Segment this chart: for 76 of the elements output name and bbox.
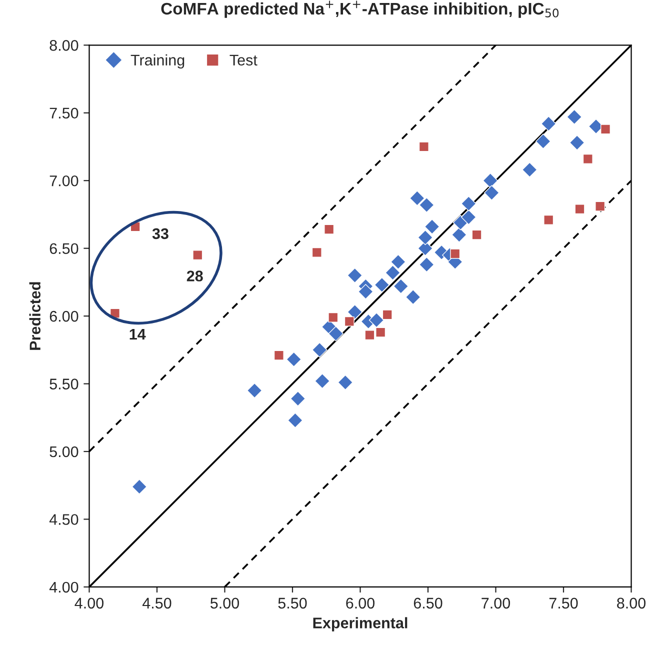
y-tick-label: 7.00: [50, 175, 78, 186]
point: [312, 247, 322, 258]
point: [461, 196, 476, 212]
annotation: 33: [152, 228, 168, 240]
x-tick-label: 4.50: [142, 598, 172, 609]
point: [418, 230, 433, 246]
point: [314, 373, 330, 389]
point: [312, 342, 328, 358]
point: [288, 412, 303, 428]
point: [600, 124, 611, 134]
point: [482, 172, 498, 188]
point: [368, 312, 384, 328]
point: [286, 352, 302, 368]
x-tick-label: 6.00: [346, 598, 375, 609]
point: [419, 256, 434, 272]
x-tick-label: 8.00: [617, 598, 646, 609]
chart-title: CoMFA predicted Na$^{+}$,K$^{+}$-ATPase inhibition, pIC$_{50}$: [161, 0, 559, 18]
point: [410, 190, 425, 206]
point: [347, 304, 362, 320]
point: [324, 224, 334, 234]
point: [540, 116, 556, 132]
point: [374, 277, 390, 293]
y-tick-label: 4.50: [49, 514, 78, 525]
point: [393, 278, 409, 294]
x-tick-label: 5.00: [210, 598, 240, 609]
point: [574, 204, 585, 214]
point: [419, 197, 434, 213]
point: [472, 230, 482, 240]
y-tick-label: 6.50: [50, 243, 78, 254]
point: [382, 310, 392, 320]
point: [595, 201, 606, 212]
point: [582, 154, 593, 164]
y-tick-label: 8.00: [50, 40, 78, 51]
point: [536, 134, 551, 149]
x-tick-label: 6.50: [414, 598, 442, 609]
point: [132, 479, 148, 494]
point: [274, 350, 284, 360]
point: [344, 316, 354, 326]
point: [328, 326, 344, 342]
y-tick-label: 6.00: [50, 310, 78, 322]
x-axis-title: Experimental: [313, 617, 408, 632]
point: [461, 210, 476, 225]
point: [424, 219, 440, 234]
point: [452, 227, 467, 242]
point: [544, 214, 554, 225]
annotation: 28: [186, 270, 203, 282]
point: [522, 162, 538, 178]
y-tick-label: 4.00: [49, 582, 78, 593]
point: [364, 330, 375, 340]
point: [246, 382, 262, 398]
legend-label: Training: [130, 54, 184, 69]
x-tick-label: 5.50: [278, 598, 307, 609]
point: [418, 142, 429, 152]
point: [358, 284, 374, 300]
point: [385, 265, 400, 280]
point: [192, 250, 203, 260]
point: [569, 135, 585, 150]
point: [450, 248, 460, 259]
x-tick-label: 7.50: [549, 598, 578, 609]
annotation: 14: [130, 329, 146, 340]
y-tick-label: 5.00: [50, 446, 78, 458]
y-tick-label: 5.50: [50, 378, 78, 390]
point: [390, 254, 406, 270]
point: [484, 185, 500, 200]
point: [566, 109, 582, 125]
point: [290, 391, 306, 406]
y-axis-title: Predicted: [29, 282, 41, 350]
legend-label: Test: [230, 54, 258, 66]
x-tick-label: 7.00: [482, 598, 510, 609]
point: [347, 268, 362, 284]
point: [328, 312, 338, 322]
x-tick-label: 4.00: [74, 598, 104, 609]
point: [338, 374, 353, 390]
point: [376, 327, 386, 338]
point: [405, 289, 421, 305]
y-tick-label: 7.50: [50, 108, 78, 119]
